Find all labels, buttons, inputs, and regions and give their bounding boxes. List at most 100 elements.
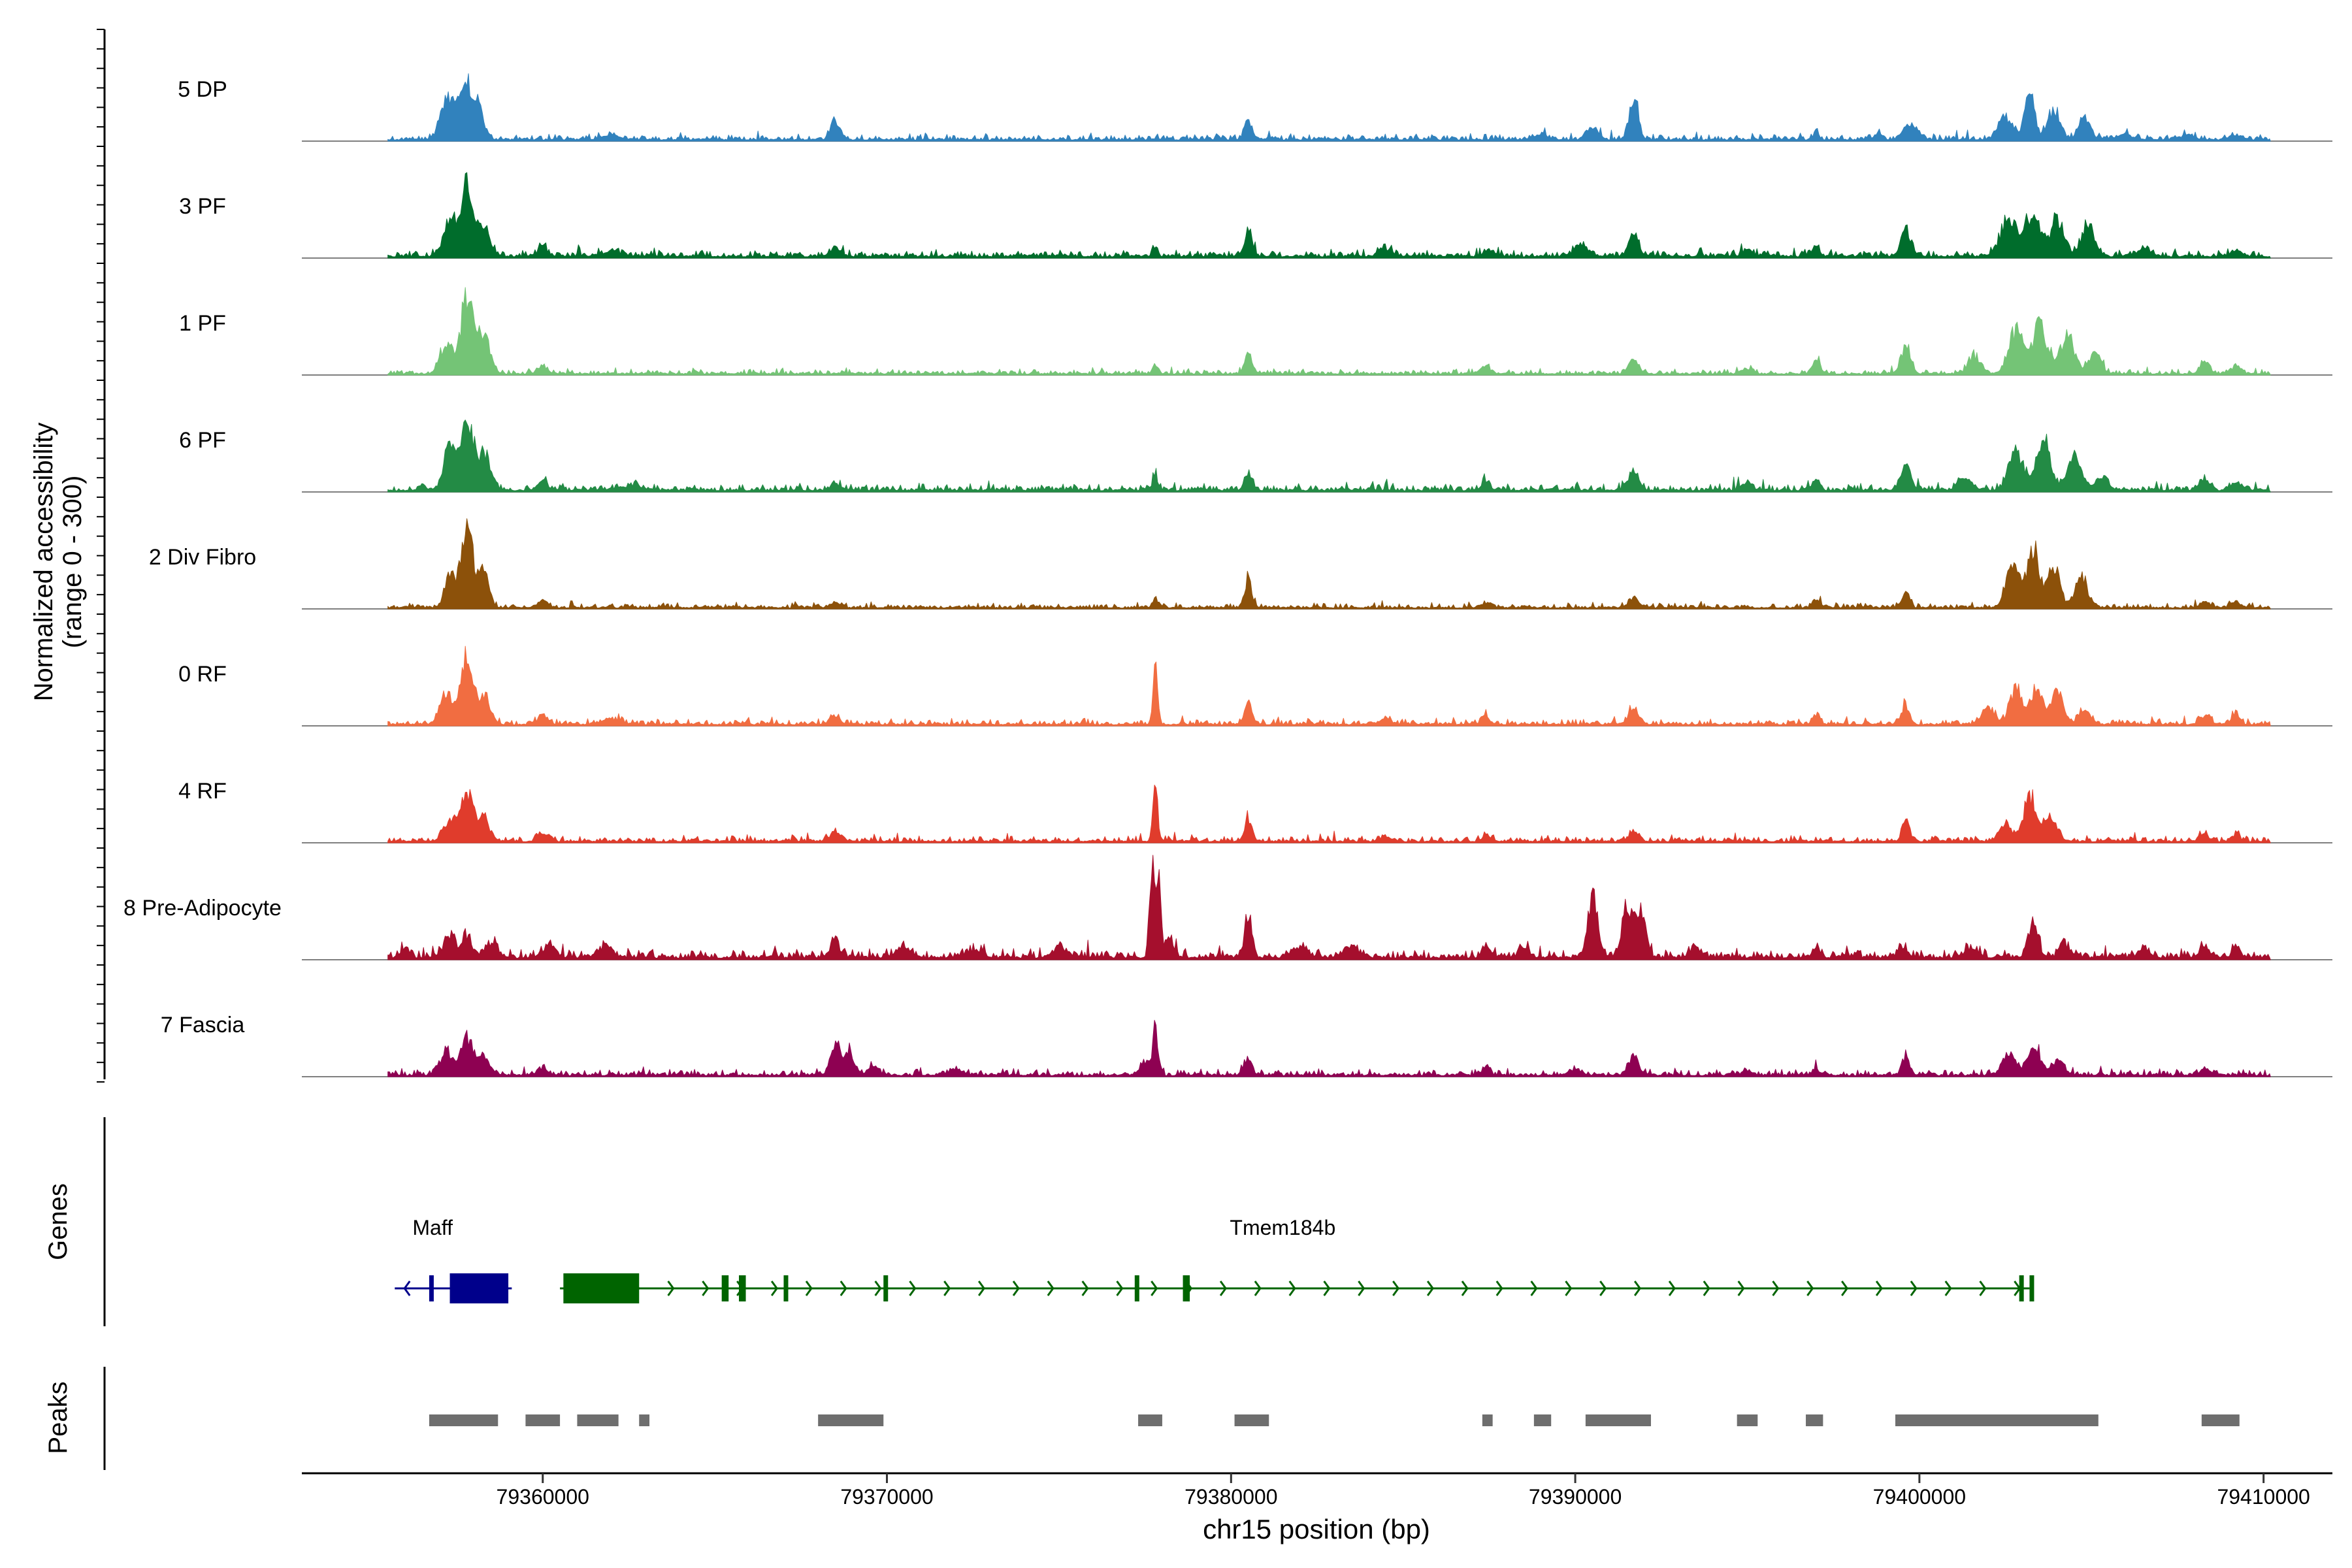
- coverage-area: [387, 73, 2271, 142]
- track-label: 4 RF: [178, 779, 227, 804]
- strand-arrow: [1910, 1281, 1918, 1296]
- track-label: 2 Div Fibro: [149, 545, 256, 570]
- track-label: 8 Pre-Adipocyte: [123, 896, 282, 921]
- peak-region: [1482, 1414, 1493, 1426]
- strand-arrow: [1047, 1281, 1054, 1296]
- strand-arrow: [1703, 1281, 1710, 1296]
- gene-exon: [739, 1275, 746, 1301]
- peak-region: [1737, 1414, 1758, 1426]
- strand-arrow: [1219, 1281, 1227, 1296]
- gene-exon: [783, 1275, 789, 1301]
- gene-exon: [721, 1275, 729, 1301]
- y-axis-title: Normalized accessibility (range 0 - 300): [29, 423, 87, 702]
- gene-exon: [883, 1275, 889, 1301]
- coverage-area: [387, 645, 2271, 727]
- y-axis-title-line2: (range 0 - 300): [58, 476, 87, 649]
- coverage-area: [387, 419, 2271, 493]
- strand-arrow: [1254, 1281, 1262, 1296]
- x-tick-label: 79390000: [1529, 1485, 1622, 1509]
- strand-arrow: [1944, 1281, 1952, 1296]
- peak-region: [429, 1414, 498, 1426]
- coverage-area: [387, 518, 2271, 610]
- peak-region: [639, 1414, 650, 1426]
- peak-region: [525, 1414, 561, 1426]
- gene-exon: [563, 1273, 640, 1303]
- track-label: 3 PF: [179, 194, 226, 219]
- strand-arrow: [874, 1281, 882, 1296]
- x-tick-label: 79370000: [840, 1485, 933, 1509]
- strand-arrow: [1806, 1281, 1814, 1296]
- gene-annotation-panel: Maff Tmem184b: [395, 1216, 2034, 1303]
- gene-exon: [1134, 1275, 1139, 1301]
- track-2-div-fibro: 2 Div Fibro: [149, 518, 2332, 610]
- peak-region: [818, 1414, 884, 1426]
- track-6-pf: 6 PF: [179, 419, 2332, 493]
- peak-region: [1895, 1414, 2099, 1426]
- gene-label: Maff: [412, 1216, 453, 1239]
- strand-arrow: [805, 1281, 813, 1296]
- track-label: 7 Fascia: [161, 1013, 245, 1037]
- x-tick-label: 79400000: [1873, 1485, 1966, 1509]
- peak-region: [1234, 1414, 1269, 1426]
- peak-region: [1585, 1414, 1651, 1426]
- gene-tmem184b: Tmem184b: [560, 1216, 2034, 1303]
- strand-arrow: [1979, 1281, 1987, 1296]
- x-tick-label: 79360000: [497, 1485, 589, 1509]
- track-7-fascia: 7 Fascia: [161, 1013, 2332, 1077]
- coverage-tracks: 5 DP 3 PF 1 PF 6 PF 2 Div Fibro 0 RF 4 RF 8 Pre…: [123, 73, 2332, 1077]
- peaks-panel-label: Peaks: [44, 1381, 73, 1454]
- strand-arrow: [1358, 1281, 1365, 1296]
- gene-exon: [429, 1275, 434, 1301]
- track-4-rf: 4 RF: [178, 779, 2332, 843]
- strand-arrow: [909, 1281, 917, 1296]
- peak-region: [1806, 1414, 1823, 1426]
- y-axis-title-line1: Normalized accessibility: [29, 423, 58, 702]
- strand-arrow: [1426, 1281, 1434, 1296]
- gene-exon: [1183, 1275, 1190, 1301]
- strand-arrow: [702, 1281, 710, 1296]
- track-3-pf: 3 PF: [179, 172, 2332, 259]
- track-label: 1 PF: [179, 311, 226, 336]
- track-1-pf: 1 PF: [179, 287, 2332, 376]
- x-axis: 79360000 79370000 79380000 79390000 79400000…: [302, 1472, 2332, 1509]
- x-tick-label: 79410000: [2217, 1485, 2310, 1509]
- track-0-rf: 0 RF: [178, 645, 2332, 727]
- strand-arrow: [667, 1281, 675, 1296]
- strand-arrow: [770, 1281, 778, 1296]
- peak-region: [1533, 1414, 1552, 1426]
- strand-arrow: [1565, 1281, 1573, 1296]
- peaks-panel: [429, 1414, 2240, 1426]
- peak-region: [2201, 1414, 2240, 1426]
- x-tick-label: 79380000: [1184, 1485, 1277, 1509]
- track-5-dp: 5 DP: [178, 73, 2332, 142]
- strand-arrow: [943, 1281, 951, 1296]
- strand-arrow: [1841, 1281, 1849, 1296]
- coverage-area: [387, 855, 2271, 960]
- strand-arrow: [1599, 1281, 1607, 1296]
- strand-arrow: [1392, 1281, 1400, 1296]
- strand-arrow: [1081, 1281, 1089, 1296]
- track-label: 5 DP: [178, 77, 227, 102]
- gene-label: Tmem184b: [1230, 1216, 1335, 1239]
- genes-panel-label: Genes: [44, 1183, 73, 1260]
- x-axis-title: chr15 position (bp): [1203, 1514, 1430, 1544]
- strand-arrow: [1323, 1281, 1331, 1296]
- strand-arrow: [1737, 1281, 1745, 1296]
- track-label: 6 PF: [179, 428, 226, 453]
- strand-arrow: [1461, 1281, 1469, 1296]
- track-label: 0 RF: [178, 662, 227, 687]
- strand-arrow: [403, 1281, 411, 1296]
- coverage-area: [387, 172, 2271, 259]
- gene-maff: Maff: [395, 1216, 512, 1303]
- coverage-area: [387, 1020, 2271, 1077]
- strand-arrow: [1151, 1281, 1158, 1296]
- strand-arrow: [1012, 1281, 1020, 1296]
- gene-exon: [2029, 1275, 2034, 1301]
- track-8-pre-adipocyte: 8 Pre-Adipocyte: [123, 855, 2332, 960]
- strand-arrow: [1495, 1281, 1503, 1296]
- strand-arrow: [1772, 1281, 1780, 1296]
- gene-exon: [2019, 1275, 2024, 1301]
- coverage-area: [387, 287, 2271, 376]
- strand-arrow: [1668, 1281, 1676, 1296]
